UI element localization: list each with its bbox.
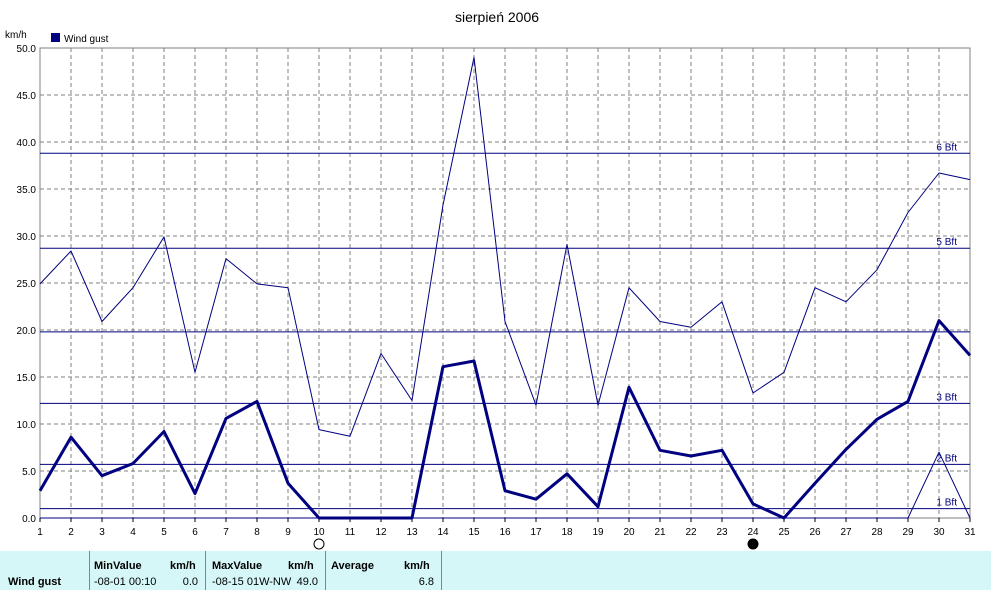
x-tick-label: 4	[130, 527, 136, 538]
new-moon-marker	[313, 538, 325, 550]
avg-unit: km/h	[404, 560, 430, 572]
x-tick-label: 28	[871, 527, 883, 538]
y-tick-label: 30.0	[17, 232, 37, 243]
x-tick-label: 20	[623, 527, 635, 538]
series-line-3	[40, 451, 971, 519]
x-tick-label: 27	[840, 527, 852, 538]
grid-lines	[40, 48, 970, 518]
y-tick-label: 5.0	[22, 467, 36, 478]
y-tick-label: 45.0	[17, 91, 37, 102]
max-time: -08-15 01W-NW	[212, 576, 292, 588]
x-tick-label: 21	[654, 527, 666, 538]
y-axis-unit: km/h	[5, 30, 27, 41]
bft-label: 3 Bft	[936, 392, 957, 403]
y-tick-label: 40.0	[17, 138, 37, 149]
x-tick-label: 5	[161, 527, 167, 538]
x-tick-label: 3	[99, 527, 105, 538]
y-tick-label: 10.0	[17, 420, 37, 431]
legend: Wind gust	[51, 33, 109, 45]
x-tick-label: 19	[592, 527, 604, 538]
min-value: 0.0	[182, 576, 198, 588]
x-tick-label: 1	[37, 527, 43, 538]
y-tick-label: 35.0	[17, 185, 37, 196]
bft-label: 1 Bft	[936, 498, 957, 509]
min-header: MinValue	[94, 560, 142, 572]
chart-title: sierpień 2006	[455, 9, 539, 25]
x-tick-labels: 1 2 3 4 5 6 7 8 9 10 11 12 13 14 15 16 17 18 19 20 21 22 23 24 2…	[37, 518, 976, 538]
x-tick-label: 8	[254, 527, 260, 538]
x-tick-label: 24	[747, 527, 759, 538]
bft-label: 6 Bft	[936, 142, 957, 153]
x-tick-label: 17	[530, 527, 542, 538]
x-tick-label: 22	[685, 527, 697, 538]
min-unit: km/h	[170, 560, 196, 572]
separator	[325, 551, 326, 590]
separator	[89, 551, 90, 590]
x-tick-label: 23	[716, 527, 728, 538]
day-markers	[313, 538, 759, 550]
max-value: 49.0	[296, 576, 318, 588]
x-tick-label: 29	[902, 527, 914, 538]
summary-footer: Wind gust MinValue km/h -08-01 00:10 0.0…	[0, 551, 991, 590]
separator	[205, 551, 206, 590]
x-tick-label: 12	[375, 527, 387, 538]
avg-header: Average	[331, 560, 375, 572]
x-tick-label: 25	[778, 527, 790, 538]
beaufort-lines: 1 Bft 2 Bft 3 Bft 5 Bft 6 Bft	[40, 142, 970, 510]
x-tick-label: 2	[68, 527, 74, 538]
legend-label: Wind gust	[64, 34, 109, 45]
legend-swatch	[51, 33, 60, 42]
x-tick-label: 11	[345, 527, 356, 538]
summary-row-label: Wind gust	[8, 576, 62, 588]
x-tick-label: 7	[223, 527, 229, 538]
avg-value: 6.8	[418, 576, 434, 588]
x-tick-label: 18	[561, 527, 573, 538]
x-tick-label: 9	[285, 527, 291, 538]
x-tick-label: 30	[933, 527, 945, 538]
full-moon-marker	[747, 538, 759, 550]
x-tick-label: 16	[499, 527, 511, 538]
y-tick-label: 20.0	[17, 326, 37, 337]
x-tick-label: 14	[437, 527, 449, 538]
x-tick-label: 6	[192, 527, 198, 538]
y-tick-label: 0.0	[22, 514, 36, 525]
x-tick-label: 31	[964, 527, 976, 538]
wind-chart: sierpień 2006 km/h Wind gust 1 Bft 2 Bft 3…	[5, 9, 976, 550]
min-time: -08-01 00:10	[94, 576, 157, 588]
x-tick-label: 26	[809, 527, 821, 538]
y-tick-label: 25.0	[17, 279, 37, 290]
max-unit: km/h	[288, 560, 314, 572]
y-tick-label: 50.0	[17, 44, 37, 55]
y-tick-labels: 0.0 5.0 10.0 15.0 20.0 25.0 30.0 35.0 40.0 45.0 50…	[17, 44, 37, 525]
x-tick-label: 15	[468, 527, 480, 538]
max-header: MaxValue	[212, 560, 263, 572]
x-tick-label: 13	[406, 527, 418, 538]
x-tick-label: 10	[313, 527, 325, 538]
bft-label: 5 Bft	[936, 237, 957, 248]
y-tick-label: 15.0	[17, 373, 37, 384]
separator	[441, 551, 442, 590]
series-line-2	[39, 56, 971, 437]
series-line-1	[38, 319, 972, 520]
series-lines	[38, 56, 972, 520]
bft-label: 2 Bft	[936, 453, 957, 464]
